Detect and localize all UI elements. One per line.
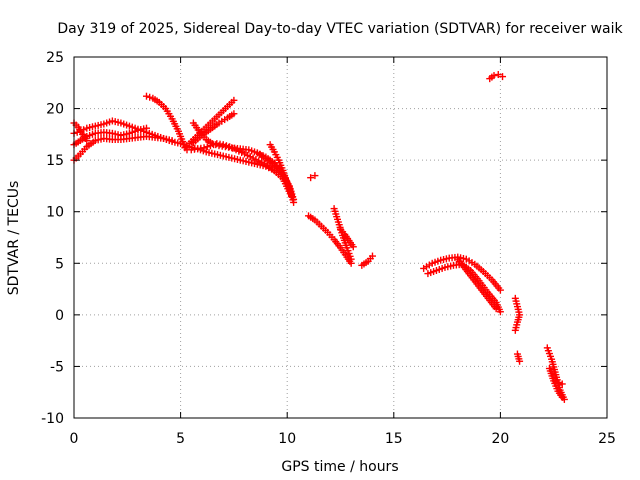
x-tick-label: 20	[491, 431, 509, 447]
data-point	[142, 124, 150, 132]
data-point	[496, 308, 504, 316]
plot-frame	[73, 56, 608, 419]
y-tick-label: 0	[55, 308, 64, 324]
x-tick-label: 25	[598, 431, 616, 447]
x-axis-ticks: 0 5 10 15 20 25	[70, 57, 616, 447]
data-point	[492, 305, 500, 313]
data-point	[146, 93, 154, 101]
data-point	[230, 96, 238, 104]
data-point	[200, 144, 208, 152]
chart-title: Day 319 of 2025, Sidereal Day-to-day VTE…	[57, 21, 623, 37]
y-tick-label: 10	[46, 205, 64, 221]
x-tick-label: 10	[278, 431, 296, 447]
data-point	[229, 144, 237, 152]
data-point	[307, 174, 315, 182]
data-point	[206, 142, 214, 150]
data-point	[490, 72, 498, 80]
data-point	[290, 195, 298, 203]
data-point	[210, 141, 218, 149]
y-tick-label: -10	[41, 411, 64, 427]
data-point	[511, 326, 519, 334]
data-point	[219, 141, 227, 149]
data-point	[558, 393, 566, 401]
data-point	[558, 380, 566, 388]
data-point	[142, 92, 150, 100]
data-point	[496, 286, 504, 294]
data-points	[70, 71, 568, 403]
x-axis-label: GPS time / hours	[281, 459, 398, 475]
data-point	[555, 379, 563, 387]
x-tick-label: 0	[70, 431, 79, 447]
data-point	[347, 255, 355, 263]
y-tick-label: -5	[50, 359, 64, 375]
y-tick-label: 25	[46, 50, 64, 66]
data-point	[516, 357, 524, 365]
y-tick-label: 15	[46, 153, 64, 169]
data-point	[168, 137, 176, 145]
data-point	[494, 71, 502, 79]
data-point	[230, 110, 238, 118]
data-point	[552, 378, 560, 386]
data-point	[222, 142, 230, 150]
y-tick-label: 20	[46, 102, 64, 118]
x-tick-label: 15	[385, 431, 403, 447]
data-point	[83, 137, 91, 145]
y-tick-label: 5	[55, 256, 64, 272]
x-tick-label: 5	[176, 431, 185, 447]
data-point	[368, 252, 376, 260]
y-axis-ticks: -10 -5 0 5 10 15 20 25	[41, 50, 607, 427]
data-point	[287, 191, 295, 199]
y-axis-label: SDTVAR / TECUs	[6, 181, 22, 296]
data-point	[311, 172, 319, 180]
data-point	[203, 143, 211, 151]
data-point	[226, 143, 234, 151]
data-point	[499, 73, 507, 81]
data-point	[349, 243, 357, 251]
